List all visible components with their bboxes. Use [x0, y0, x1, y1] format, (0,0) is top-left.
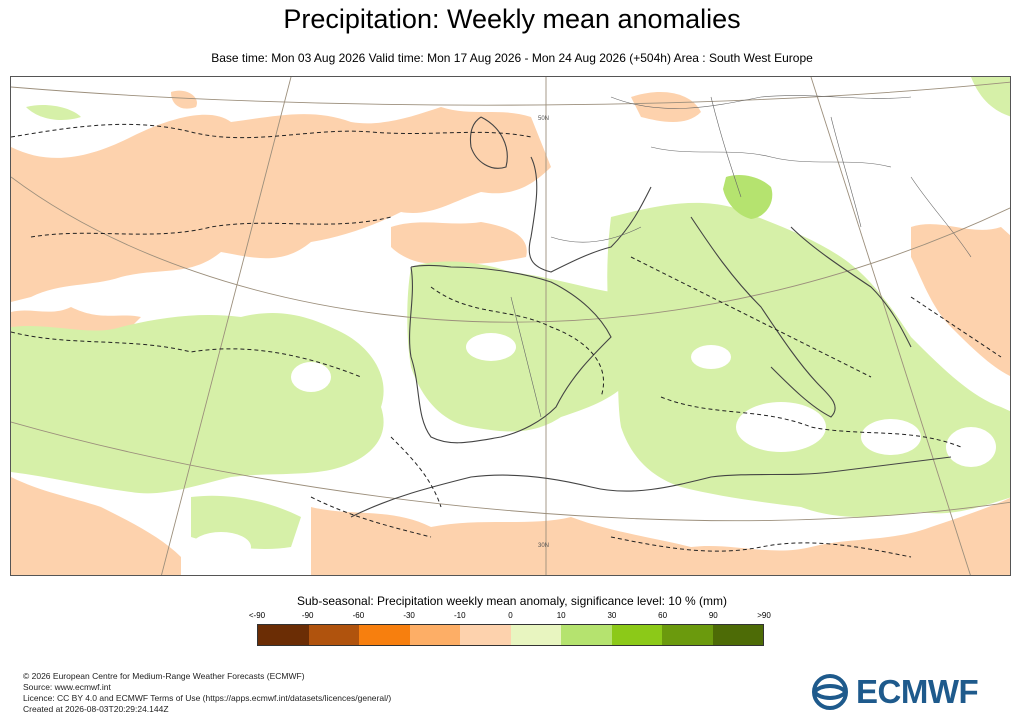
strong-wet-area-alps [723, 175, 773, 219]
dry-area-france-north [631, 92, 701, 122]
legend-tick-labels: <-90 -90 -60 -30 -10 0 10 30 60 90 >90 [249, 611, 771, 623]
footer-source: Source: www.ecmwf.int [23, 682, 111, 692]
dry-area-balkans [911, 224, 1010, 376]
ecmwf-logo-text: ECMWF [856, 673, 979, 710]
precipitation-anomaly-map[interactable]: 50N 30N [10, 76, 1011, 576]
legend-tick-label: -10 [454, 611, 466, 620]
legend-tick-label: -30 [403, 611, 415, 620]
legend-swatch [561, 625, 612, 645]
coast-iberia [409, 264, 612, 444]
footer-licence: Licence: CC BY 4.0 and ECMWF Terms of Us… [23, 693, 392, 703]
legend-tick-label: >90 [757, 611, 771, 620]
significance-contours [11, 123, 1002, 558]
dry-area-north-africa [311, 497, 1010, 575]
coastlines [350, 116, 952, 518]
legend-swatch [308, 625, 359, 645]
graticule [11, 77, 1010, 575]
legend-colorbar [257, 624, 764, 646]
coast-italy [690, 216, 836, 418]
ecmwf-logo: ECMWF [808, 673, 979, 710]
dry-area-biscay [391, 222, 527, 265]
legend-swatch [611, 625, 662, 645]
legend-swatch [409, 625, 460, 645]
legend-tick-label: <-90 [248, 611, 266, 620]
legend-tick-label: 60 [658, 611, 668, 620]
coast-adriatic [790, 226, 912, 348]
dry-area-small-1 [171, 90, 197, 109]
footer-copyright: © 2026 European Centre for Medium-Range … [23, 671, 305, 681]
legend-swatch [258, 625, 309, 645]
wet-area-small-west [26, 105, 81, 120]
legend-tick-label: -60 [352, 611, 365, 620]
legend-tick-label: 30 [607, 611, 617, 620]
page-title: Precipitation: Weekly mean anomalies [283, 4, 741, 34]
legend-tick-label: 10 [556, 611, 566, 620]
map-canvas: 50N 30N [11, 77, 1010, 575]
legend-tick-label: 0 [508, 611, 513, 620]
legend-swatch [662, 625, 713, 645]
strong-wet-anomaly-areas [723, 175, 773, 219]
wet-area-atlantic-south [11, 312, 384, 494]
footer: © 2026 European Centre for Medium-Range … [23, 671, 391, 715]
grid-label-30n: 30N [538, 543, 549, 549]
legend-swatch [460, 625, 511, 645]
country-borders [510, 95, 972, 418]
legend-swatch [359, 625, 410, 645]
coast-north-africa [350, 456, 952, 518]
ecmwf-globe-icon [812, 674, 848, 710]
coast-france [528, 156, 652, 273]
dry-area-azores [11, 477, 181, 575]
footer-created: Created at 2026-08-03T20:29:24.144Z [23, 704, 169, 714]
legend-title: Sub-seasonal: Precipitation weekly mean … [297, 594, 727, 608]
coast-britain [469, 116, 508, 169]
legend-tick-label: -90 [301, 611, 314, 620]
grid-label-50n: 50N [538, 116, 549, 122]
wet-area-north-corner [971, 77, 1010, 117]
legend-swatch [712, 625, 763, 645]
legend-swatch [510, 625, 561, 645]
legend-tick-label: 90 [708, 611, 718, 620]
page-subtitle: Base time: Mon 03 Aug 2026 Valid time: M… [211, 51, 813, 65]
